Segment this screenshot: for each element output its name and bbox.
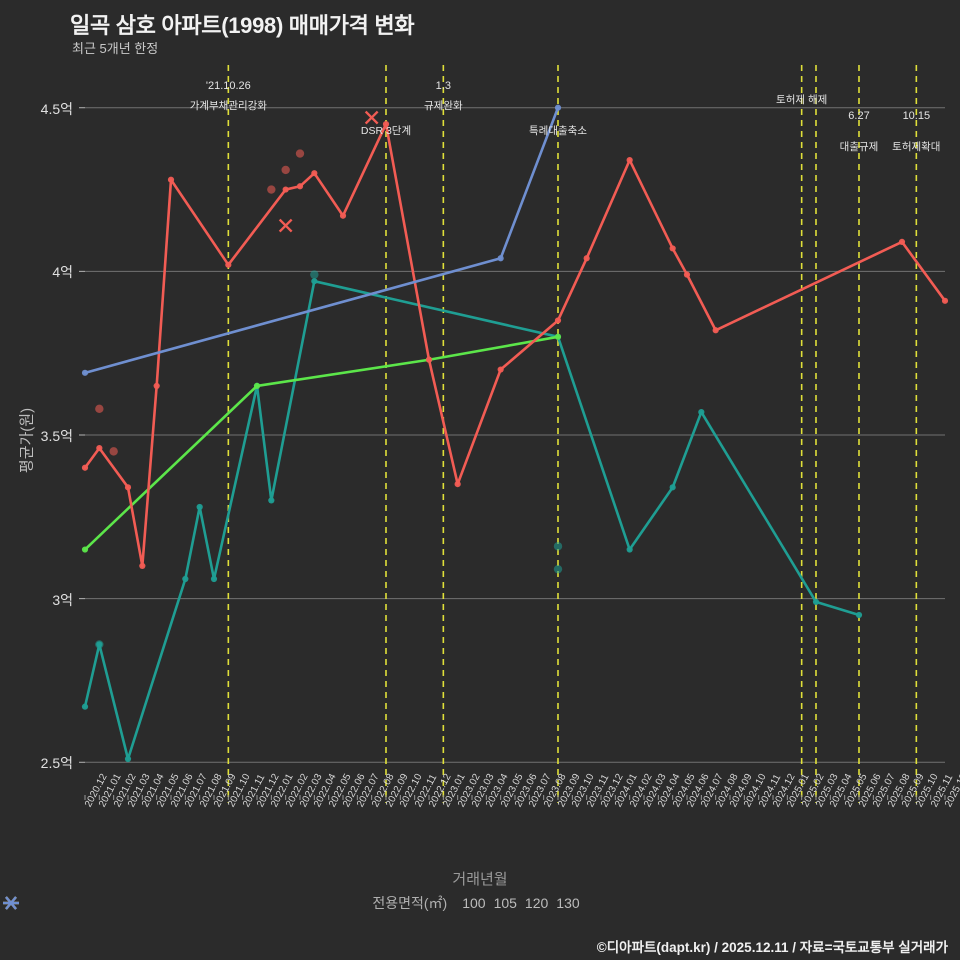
- legend-label: 120: [524, 895, 549, 911]
- annotation-label: 토허제확대: [892, 141, 941, 153]
- data-point[interactable]: [497, 366, 504, 373]
- series-line-105: [83, 335, 560, 551]
- data-point[interactable]: [712, 327, 719, 334]
- legend-item-100[interactable]: 100: [3, 895, 486, 911]
- data-point[interactable]: [898, 238, 906, 246]
- page-title: 일곡 삼호 아파트(1998) 매매가격 변화: [70, 13, 415, 38]
- scatter-point[interactable]: [295, 149, 305, 158]
- data-point[interactable]: [626, 546, 633, 553]
- data-point[interactable]: [311, 278, 318, 285]
- data-point[interactable]: [941, 297, 949, 304]
- data-point[interactable]: [683, 271, 691, 278]
- data-point[interactable]: [626, 156, 633, 164]
- annotation-label: 규제완화: [424, 100, 463, 112]
- data-point[interactable]: [182, 575, 189, 583]
- legend-label: 105: [493, 895, 517, 911]
- annotation-label: 가계부채관리강화: [189, 100, 267, 112]
- data-point[interactable]: [296, 183, 304, 190]
- footer-credit: ©디아파트(dapt.kr) / 2025.12.11 / 자료=국토교통부 실…: [596, 940, 948, 955]
- data-point[interactable]: [339, 212, 347, 219]
- scatter-point[interactable]: [95, 640, 104, 649]
- legend-item-105[interactable]: 105: [3, 895, 517, 911]
- data-point[interactable]: [225, 261, 232, 268]
- data-point[interactable]: [698, 408, 705, 416]
- scatter-point[interactable]: [310, 270, 319, 279]
- series-line-130: [83, 106, 560, 375]
- annotation-date: 6.27: [848, 110, 870, 122]
- y-tick-label: 2.5억: [40, 755, 73, 772]
- legend: 전용면적(㎡) 100 105 120 130: [0, 893, 960, 913]
- data-point[interactable]: [583, 255, 590, 262]
- legend-item-120[interactable]: 120: [3, 895, 549, 911]
- data-point[interactable]: [139, 562, 146, 570]
- annotation-label: 특례대출축소: [529, 125, 587, 137]
- data-point[interactable]: [124, 755, 132, 763]
- annotation-date: '21.10.26: [205, 80, 251, 92]
- x-marker[interactable]: [278, 218, 293, 233]
- data-point[interactable]: [454, 480, 461, 488]
- data-point[interactable]: [669, 484, 676, 491]
- data-point[interactable]: [268, 497, 275, 504]
- legend-title: 전용면적(㎡): [372, 895, 448, 911]
- y-tick-label: 4억: [52, 264, 73, 281]
- scatter-point[interactable]: [553, 564, 563, 574]
- annotation-label: 토허제 해제: [776, 94, 828, 106]
- data-point[interactable]: [124, 484, 132, 491]
- data-point[interactable]: [669, 245, 676, 252]
- legend-marker-icon: [3, 896, 19, 910]
- annotation-date: 10.15: [902, 110, 931, 122]
- data-point[interactable]: [282, 186, 289, 193]
- data-point[interactable]: [196, 503, 203, 511]
- scatter-point[interactable]: [95, 404, 104, 414]
- data-point[interactable]: [81, 703, 89, 710]
- data-point[interactable]: [81, 546, 89, 553]
- data-point[interactable]: [855, 611, 863, 619]
- scatter-point[interactable]: [553, 542, 563, 551]
- data-point[interactable]: [554, 317, 562, 324]
- annotation-label: DSR 3단계: [360, 125, 412, 137]
- data-point[interactable]: [425, 356, 433, 363]
- data-point[interactable]: [167, 176, 175, 183]
- data-point[interactable]: [153, 382, 160, 390]
- page-subtitle: 최근 5개년 한정: [72, 41, 159, 56]
- scatter-point[interactable]: [281, 165, 290, 175]
- scatter-point[interactable]: [267, 185, 276, 194]
- data-point[interactable]: [812, 598, 820, 606]
- annotation-label: 대출규제: [839, 141, 879, 153]
- data-point[interactable]: [311, 170, 318, 177]
- annotation-date: 1.3: [435, 80, 451, 92]
- data-point[interactable]: [253, 382, 261, 390]
- y-tick-label: 4.5억: [40, 100, 73, 117]
- y-tick-label: 3억: [52, 591, 73, 608]
- data-point[interactable]: [554, 104, 562, 111]
- data-point[interactable]: [554, 333, 562, 340]
- legend-label: 130: [556, 895, 580, 911]
- data-point[interactable]: [81, 369, 89, 376]
- data-point[interactable]: [81, 464, 89, 471]
- x-axis-title: 거래년월: [452, 871, 508, 888]
- x-marker[interactable]: [364, 110, 379, 125]
- legend-item-130[interactable]: 130: [3, 895, 580, 911]
- y-tick-label: 3.5억: [40, 428, 73, 444]
- data-point[interactable]: [382, 120, 390, 128]
- scatter-point[interactable]: [109, 447, 118, 456]
- data-point[interactable]: [210, 575, 218, 583]
- data-point[interactable]: [497, 255, 504, 262]
- data-point[interactable]: [96, 444, 103, 452]
- legend-label: 100: [462, 895, 486, 911]
